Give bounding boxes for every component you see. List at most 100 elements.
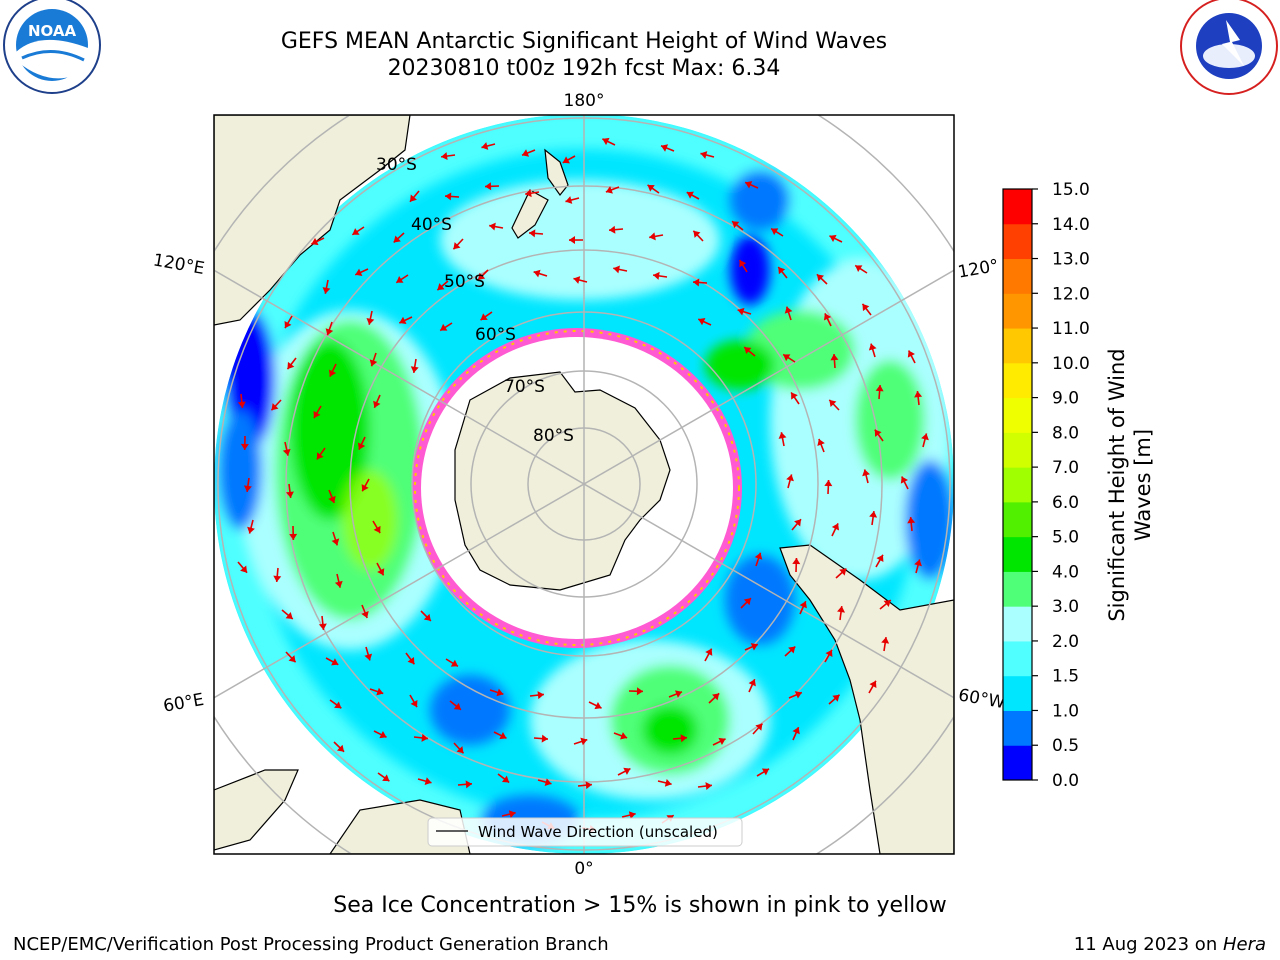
wave-direction-arrowhead bbox=[334, 580, 343, 588]
wave-direction-arrowhead bbox=[282, 448, 291, 456]
wave-direction-arrowhead bbox=[647, 184, 655, 192]
colorbar-block bbox=[1003, 571, 1032, 607]
colorbar-tick-label: 3.0 bbox=[1052, 597, 1079, 617]
colorbar-tick-label: 7.0 bbox=[1052, 458, 1079, 478]
wave-direction-arrowhead bbox=[862, 469, 870, 477]
wave-direction-arrowhead bbox=[869, 680, 877, 688]
wave-direction-arrowhead bbox=[445, 192, 452, 201]
wave-direction-arrowhead bbox=[602, 137, 610, 146]
wave-direction-arrowhead bbox=[285, 612, 293, 619]
wave-direction-arrowhead bbox=[240, 565, 248, 573]
wave-direction-arrowhead bbox=[784, 306, 793, 314]
wave-direction-arrowhead bbox=[875, 385, 884, 392]
wave-direction-arrowhead bbox=[832, 694, 840, 702]
wave-direction-arrowhead bbox=[755, 723, 763, 731]
colorbar-tick-label: 1.0 bbox=[1052, 701, 1079, 721]
wave-direction-arrowhead bbox=[453, 242, 461, 250]
colorbar-block bbox=[1003, 432, 1032, 468]
wave-direction-arrowhead bbox=[839, 568, 847, 576]
wave-direction-arrowhead bbox=[748, 679, 756, 687]
wave-direction-arrowhead bbox=[664, 778, 672, 787]
wave-direction-arrowhead bbox=[382, 774, 390, 782]
lat-label-60s: 60°S bbox=[475, 325, 516, 345]
wave-direction-arrowhead bbox=[712, 693, 720, 701]
wave-direction-arrowhead bbox=[609, 225, 616, 234]
wave-direction-arrowhead bbox=[328, 495, 336, 503]
wave-direction-arrowhead bbox=[680, 734, 687, 743]
colorbar-tick-label: 0.5 bbox=[1052, 736, 1079, 756]
wave-direction-arrowhead bbox=[744, 347, 752, 355]
wave-direction-arrowhead bbox=[881, 637, 890, 644]
wave-direction-arrowhead bbox=[862, 303, 870, 312]
wave-direction-arrowhead bbox=[825, 649, 833, 658]
wave-direction-arrowhead bbox=[361, 610, 369, 619]
wave-direction-arrowhead bbox=[562, 156, 570, 164]
wave-direction-arrowhead bbox=[750, 643, 758, 651]
wave-direction-arrowhead bbox=[771, 228, 779, 236]
wave-direction-arrowhead bbox=[761, 768, 770, 776]
wave-direction-arrowhead bbox=[580, 737, 588, 746]
lon-label-0: 0° bbox=[574, 859, 593, 879]
wave-direction-arrowhead bbox=[829, 399, 837, 407]
wave-direction-arrowhead bbox=[605, 186, 613, 194]
wave-direction-arrowhead bbox=[823, 313, 832, 321]
wave-direction-arrowhead bbox=[379, 731, 387, 739]
colorbar-block bbox=[1003, 745, 1032, 781]
lat-label-80s: 80°S bbox=[533, 426, 574, 446]
wave-direction-arrowhead bbox=[357, 442, 366, 450]
colorbar-tick-label: 9.0 bbox=[1052, 389, 1079, 409]
lat-label-30s: 30°S bbox=[376, 155, 417, 175]
wave-direction-arrowhead bbox=[489, 222, 496, 231]
wave-direction-arrowhead bbox=[537, 691, 544, 700]
wave-direction-arrowhead bbox=[837, 606, 845, 613]
wave-direction-arrowhead bbox=[831, 523, 840, 531]
legend-label: Wind Wave Direction (unscaled) bbox=[478, 823, 718, 841]
wave-direction-arrowhead bbox=[369, 359, 378, 367]
wave-direction-arrowhead bbox=[410, 699, 418, 708]
wave-direction-arrowhead bbox=[331, 538, 340, 546]
wave-direction-arrowhead bbox=[693, 278, 700, 287]
wave-direction-arrowhead bbox=[361, 484, 369, 492]
wave-direction-arrowhead bbox=[465, 780, 472, 789]
colorbar-block bbox=[1003, 675, 1032, 711]
wave-direction-arrowhead bbox=[273, 575, 282, 582]
colorbar-block bbox=[1003, 606, 1032, 642]
wave-direction-arrowhead bbox=[718, 737, 726, 746]
lon-label-60e: 60°E bbox=[162, 690, 206, 717]
colorbar-tick-label: 11.0 bbox=[1052, 319, 1090, 339]
lon-label-120e: 120°E bbox=[152, 250, 206, 279]
wave-direction-arrowhead bbox=[437, 283, 445, 291]
lat-label-40s: 40°S bbox=[411, 215, 452, 235]
wave-direction-arrowhead bbox=[754, 552, 763, 560]
wave-direction-arrowhead bbox=[778, 267, 786, 275]
wave-direction-arrowhead bbox=[792, 558, 801, 565]
wave-direction-arrowhead bbox=[508, 810, 516, 819]
colorbar-tick-label: 6.0 bbox=[1052, 493, 1079, 513]
lat-label-50s: 50°S bbox=[444, 272, 485, 292]
colorbar: 0.0 0.5 1.0 1.5 2.0 3.0 4.0 5.0 6.0 7.0 8.0 9.0 10.0… bbox=[1002, 180, 1155, 791]
antarctica bbox=[454, 371, 671, 591]
wave-direction-arrowhead bbox=[501, 775, 510, 783]
new-zealand-north bbox=[544, 148, 569, 196]
wave-direction-arrowhead bbox=[876, 554, 884, 563]
wave-direction-arrowhead bbox=[376, 687, 384, 696]
wave-direction-arrowhead bbox=[289, 533, 298, 540]
map-panel: 30°S 40°S 50°S 60°S 70°S 80°S Wind Wave … bbox=[213, 114, 955, 855]
colorbar-block bbox=[1003, 258, 1032, 294]
wave-direction-arrowhead bbox=[322, 287, 331, 294]
wave-direction-arrowhead bbox=[907, 517, 916, 524]
wave-direction-arrowhead bbox=[336, 744, 345, 752]
colorbar-tick-label: 8.0 bbox=[1052, 423, 1079, 443]
wave-direction-arrowhead bbox=[480, 313, 488, 321]
wave-direction-arrowhead bbox=[410, 194, 417, 202]
map-legend: Wind Wave Direction (unscaled) bbox=[427, 817, 743, 847]
colorbar-tick-label: 13.0 bbox=[1052, 250, 1090, 270]
wave-direction-arrowhead bbox=[544, 778, 552, 787]
new-zealand-south bbox=[511, 189, 549, 239]
wave-direction-arrowhead bbox=[649, 232, 656, 241]
wave-direction-arrowhead bbox=[874, 429, 882, 437]
wave-direction-arrowhead bbox=[569, 236, 576, 245]
wave-direction-arrowhead bbox=[410, 366, 419, 373]
wave-direction-arrowhead bbox=[907, 350, 915, 358]
wave-direction-arrowhead bbox=[243, 485, 252, 492]
